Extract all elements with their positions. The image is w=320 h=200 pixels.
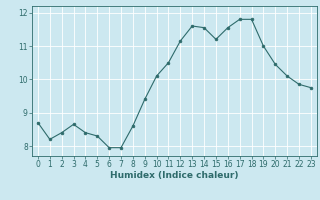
X-axis label: Humidex (Indice chaleur): Humidex (Indice chaleur): [110, 171, 239, 180]
